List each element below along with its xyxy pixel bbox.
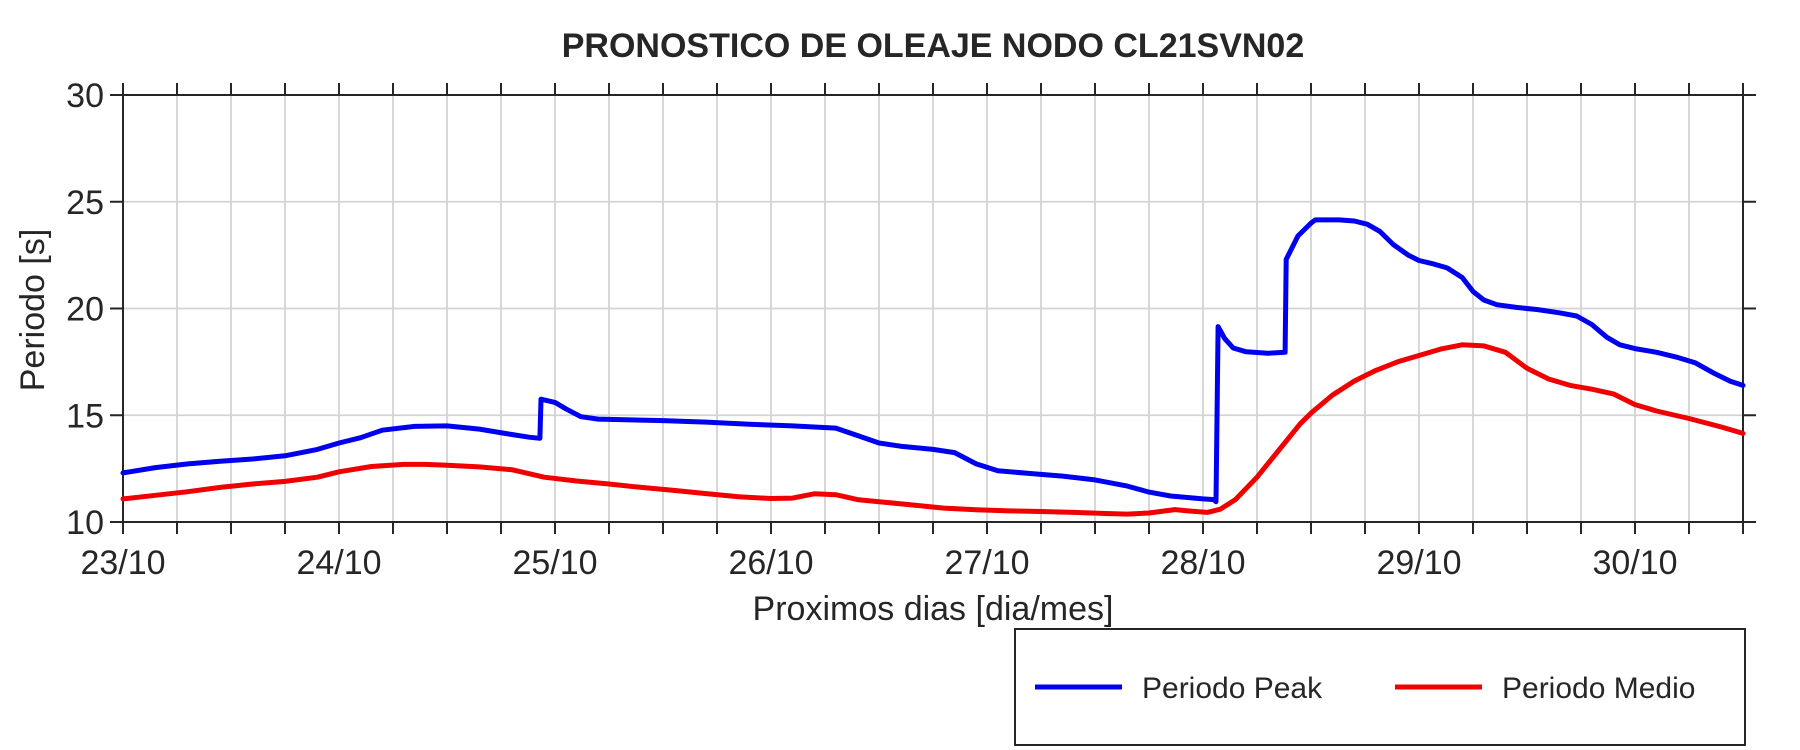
y-axis-label: Periodo [s] bbox=[14, 229, 52, 392]
x-tick-label: 28/10 bbox=[1160, 544, 1245, 582]
legend-box bbox=[1014, 628, 1746, 746]
periodo-peak-line bbox=[120, 217, 1746, 505]
data-series bbox=[120, 217, 1746, 517]
x-tick-label: 23/10 bbox=[80, 544, 165, 582]
periodo-medio-line bbox=[120, 342, 1746, 517]
legend: Periodo Peak Periodo Medio bbox=[1014, 628, 1746, 746]
x-tick-label: 30/10 bbox=[1592, 544, 1677, 582]
plot-box bbox=[122, 94, 1744, 523]
legend-label-periodo-peak: Periodo Peak bbox=[1142, 672, 1323, 705]
y-tick-label: 10 bbox=[66, 504, 104, 542]
x-tick-label: 27/10 bbox=[944, 544, 1029, 582]
y-tick-label: 25 bbox=[66, 184, 104, 222]
legend-label-periodo-medio: Periodo Medio bbox=[1502, 672, 1695, 705]
y-tick-label: 15 bbox=[66, 397, 104, 435]
x-axis-label: Proximos dias [dia/mes] bbox=[753, 590, 1114, 628]
axis-ticks bbox=[110, 83, 1756, 534]
y-tick-label: 30 bbox=[66, 77, 104, 115]
x-tick-label: 29/10 bbox=[1376, 544, 1461, 582]
plot-border bbox=[122, 94, 1744, 523]
x-tick-label: 26/10 bbox=[728, 544, 813, 582]
tick-labels: 23/10 24/10 25/10 26/10 27/10 28/10 29/10 30/10… bbox=[66, 77, 1677, 582]
y-tick-label: 20 bbox=[66, 291, 104, 329]
x-tick-label: 25/10 bbox=[512, 544, 597, 582]
gridlines bbox=[123, 95, 1743, 522]
x-tick-label: 24/10 bbox=[296, 544, 381, 582]
chart-title: PRONOSTICO DE OLEAJE NODO CL21SVN02 bbox=[562, 27, 1305, 65]
